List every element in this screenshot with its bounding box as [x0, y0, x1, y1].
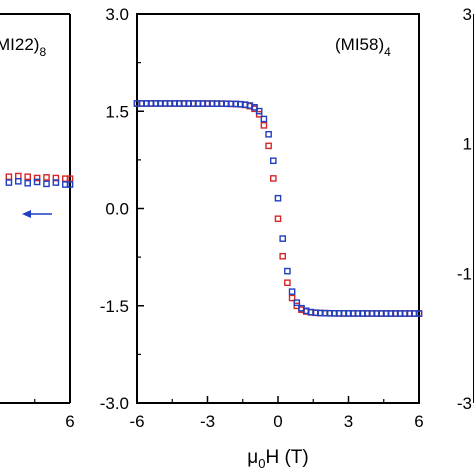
- center-panel-title: (MI58)4: [335, 35, 391, 59]
- left-panel-title: MI22)8: [0, 35, 46, 59]
- right-y-tick-label: 3: [463, 5, 472, 24]
- left-panel: MI22)8 6: [0, 13, 75, 431]
- right-y-tick-label: -1: [457, 264, 472, 283]
- y-tick-label: 3.0: [105, 5, 129, 24]
- y-tick-label: -1.5: [100, 297, 129, 316]
- left-data-point-sweep-down: [14, 177, 22, 185]
- x-tick-label: 0: [273, 412, 282, 431]
- data-point-blue: [279, 235, 287, 242]
- data-point-blue: [284, 267, 291, 275]
- arrow-head: [22, 210, 31, 218]
- left-data-point-sweep-up: [33, 174, 41, 182]
- left-data-point-sweep-up: [5, 173, 13, 181]
- left-data-point-sweep-down: [66, 181, 74, 188]
- y-tick-label: -3.0: [100, 394, 129, 413]
- data-point-red: [270, 175, 277, 182]
- data-point-red: [279, 252, 287, 260]
- left-data-point-sweep-down: [52, 179, 60, 186]
- left-data-point-sweep-up: [14, 172, 22, 180]
- data-point-blue: [293, 299, 301, 307]
- left-data-point-sweep-down: [43, 180, 50, 188]
- x-tick-label: -3: [200, 412, 215, 431]
- data-point-blue: [260, 115, 268, 123]
- left-x-tick-label: 6: [65, 412, 74, 431]
- data-point-blue: [270, 157, 277, 165]
- data-point-blue: [255, 107, 263, 115]
- data-point-blue: [251, 104, 258, 111]
- y-tick-label: 0.0: [105, 200, 129, 219]
- right-panel: 3 1 -1 -3: [457, 5, 474, 413]
- x-axis-title: μ0H (T): [247, 447, 308, 471]
- data-point-red: [265, 142, 272, 150]
- sweep-direction-arrow: [22, 210, 52, 218]
- data-point-red: [288, 294, 296, 302]
- data-point-red: [284, 279, 291, 287]
- center-panel: (MI58)4 -6 -3 0 3 6 3.0 1.5 0.0 -1.5 -3.0 μ0H (T): [100, 5, 424, 471]
- data-point-red: [274, 215, 282, 223]
- left-data-point-sweep-down: [33, 178, 41, 186]
- x-tick-label: 3: [344, 412, 353, 431]
- left-data-point-sweep-up: [43, 174, 50, 181]
- data-point-blue: [274, 194, 282, 202]
- data-point-red: [260, 122, 268, 129]
- center-panel-frame: [136, 13, 420, 404]
- left-data-point-sweep-up: [24, 173, 32, 181]
- left-data-point-sweep-down: [24, 179, 32, 187]
- left-data-point-sweep-down: [5, 179, 13, 186]
- y-tick-label: 1.5: [105, 102, 129, 121]
- data-point-blue: [288, 288, 296, 295]
- data-point-blue: [265, 130, 272, 138]
- x-tick-label: 6: [414, 412, 423, 431]
- data-point-blue: [415, 310, 423, 317]
- right-y-tick-label: -3: [457, 394, 472, 413]
- x-tick-label: -6: [129, 412, 144, 431]
- right-y-tick-label: 1: [463, 135, 472, 154]
